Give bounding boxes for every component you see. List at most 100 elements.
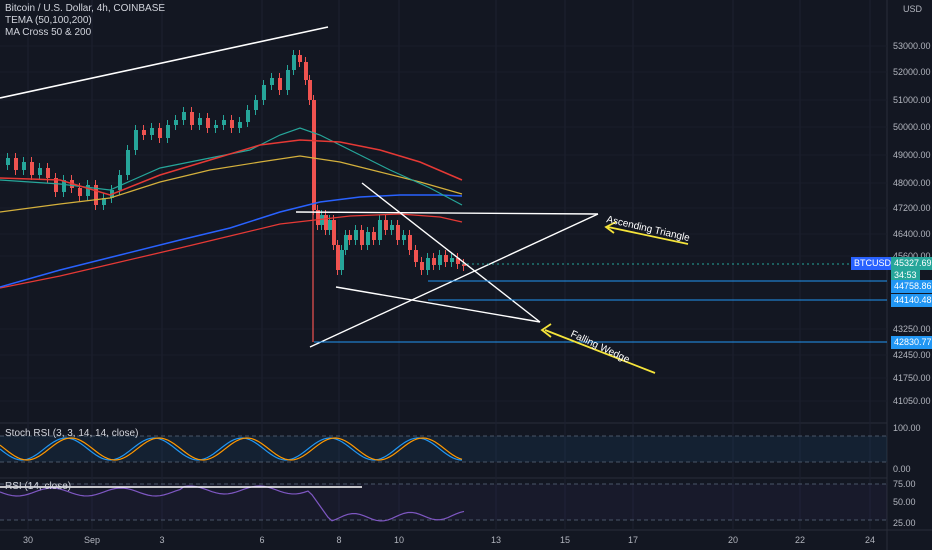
candle-body [190, 112, 194, 125]
candle-body [378, 220, 382, 240]
stoch-d-line [0, 437, 463, 461]
candle-body [174, 120, 178, 125]
stoch-band [0, 436, 887, 462]
candle-body [336, 245, 340, 270]
symbol-title[interactable]: Bitcoin / U.S. Dollar, 4h, COINBASE [5, 3, 166, 14]
candle-body [462, 264, 466, 266]
candle-body [324, 215, 328, 230]
level-label-1: 44758.86 [891, 280, 932, 293]
rsi-tick-25: 25.00 [893, 518, 916, 528]
price-tick: 45600.00 [893, 251, 931, 261]
candle-body [270, 78, 274, 85]
candle-body [102, 198, 106, 205]
ma-cross-legend[interactable]: MA Cross 50 & 200 [5, 27, 92, 38]
candle-body [238, 122, 242, 128]
candle-body [426, 258, 430, 270]
candle-body [298, 55, 302, 62]
candle-body [320, 215, 324, 225]
candle-body [396, 225, 400, 240]
price-tick: 46400.00 [893, 229, 931, 239]
candle-body [46, 168, 50, 178]
stoch-tick-0: 0.00 [893, 464, 911, 474]
candle-body [366, 232, 370, 245]
time-tick: 6 [259, 535, 264, 545]
tema-legend[interactable]: TEMA (50,100,200) [5, 15, 92, 26]
rsi-tick-75: 75.00 [893, 479, 916, 489]
time-tick: 17 [628, 535, 638, 545]
candle-body [78, 188, 82, 196]
candle-body [456, 258, 460, 264]
candle-body [390, 225, 394, 230]
candle-body [348, 235, 352, 240]
candle-body [142, 130, 146, 135]
time-tick: 13 [491, 535, 501, 545]
rsi-legend[interactable]: RSI (14, close) [5, 481, 72, 492]
candle-body [432, 258, 436, 265]
tema-red-line [0, 139, 463, 196]
candle-body [278, 78, 282, 90]
candle-body [372, 232, 376, 240]
candle-body [198, 118, 202, 125]
time-tick: 15 [560, 535, 570, 545]
candle-body [206, 118, 210, 128]
candle-body [126, 150, 130, 175]
candle-body [438, 255, 442, 265]
price-tick: 41750.00 [893, 373, 931, 383]
candle-body [246, 110, 250, 122]
candle-body [118, 175, 122, 190]
candle-body [62, 180, 66, 192]
tema-green-line [0, 127, 463, 206]
stoch-rsi-legend[interactable]: Stoch RSI (3, 3, 14, 14, close) [5, 428, 139, 439]
candle-body [328, 220, 332, 230]
candle-body [30, 162, 34, 175]
time-tick: 24 [865, 535, 875, 545]
candle-body [254, 100, 258, 110]
ma-red-line [0, 213, 463, 289]
candle-body [166, 125, 170, 138]
candle-body [316, 210, 320, 225]
time-tick: 22 [795, 535, 805, 545]
time-tick: 30 [23, 535, 33, 545]
candle-body [22, 162, 26, 170]
trendline-upper [0, 26, 329, 99]
rsi-tick-50: 50.00 [893, 497, 916, 507]
candle-body [292, 55, 296, 70]
time-tick: 8 [336, 535, 341, 545]
candle-body [150, 128, 154, 135]
candle-body [340, 250, 344, 270]
symbol-badge: BTCUSD [851, 257, 895, 270]
time-tick: 20 [728, 535, 738, 545]
candle-body [214, 125, 218, 128]
price-tick: 43250.00 [893, 324, 931, 334]
candle-body [312, 100, 316, 210]
current-price-label: 45327.69 [891, 257, 932, 270]
candle-body [262, 85, 266, 100]
rsi-line [0, 485, 465, 522]
candle-body [354, 230, 358, 240]
level-label-3: 42830.77 [891, 336, 932, 349]
candle-body [6, 158, 10, 165]
candle-body [360, 230, 364, 245]
candle-body [414, 250, 418, 262]
candle-body [444, 255, 448, 262]
candle-body [222, 120, 226, 125]
price-tick: 53000.00 [893, 41, 931, 51]
candle-body [308, 80, 312, 100]
price-tick: 49000.00 [893, 150, 931, 160]
candle-body [86, 185, 90, 196]
rsi-band [0, 484, 887, 520]
falling-arrowhead [540, 323, 552, 338]
candle-body [14, 158, 18, 170]
ascending-arrow-shaft [607, 226, 689, 245]
price-tick: 41050.00 [893, 396, 931, 406]
candle-body [182, 112, 186, 120]
candle-body [408, 235, 412, 250]
price-tick: 50000.00 [893, 122, 931, 132]
candle-body [384, 220, 388, 230]
price-pane [0, 0, 887, 422]
stoch-k-line [0, 437, 463, 461]
price-tick: 42450.00 [893, 350, 931, 360]
ma-blue-line [0, 194, 463, 288]
